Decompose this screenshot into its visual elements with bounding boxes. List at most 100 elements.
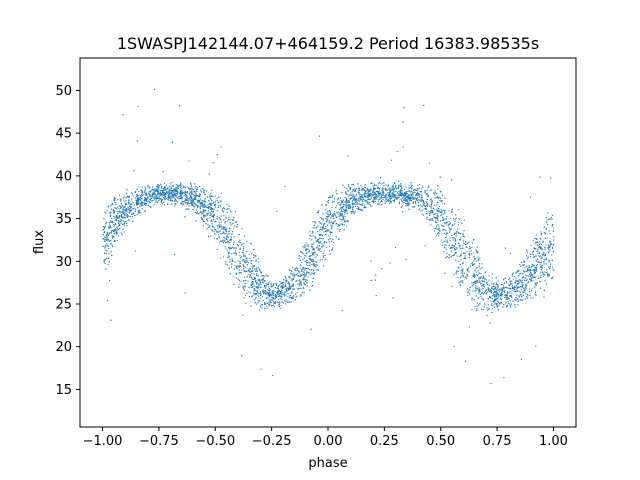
data-point (414, 192, 416, 194)
data-point (352, 196, 354, 198)
data-point (226, 264, 228, 266)
data-point (155, 196, 157, 198)
data-point (281, 298, 283, 300)
data-point (253, 249, 255, 251)
data-point (379, 198, 381, 200)
data-point (454, 253, 456, 255)
data-point (315, 266, 317, 268)
data-point (388, 192, 390, 194)
data-point (170, 195, 172, 197)
data-point (528, 265, 530, 267)
data-point (435, 221, 437, 223)
data-point (262, 275, 264, 277)
data-point (318, 221, 320, 223)
data-point (412, 195, 414, 197)
data-point (244, 285, 246, 287)
data-point (390, 188, 392, 190)
data-point (426, 204, 428, 206)
data-point (313, 254, 315, 256)
data-point (184, 292, 186, 294)
data-point (398, 185, 400, 187)
data-point (224, 228, 226, 230)
data-point (200, 191, 202, 193)
data-point (190, 195, 192, 197)
data-point (491, 295, 493, 297)
data-point (112, 220, 114, 222)
data-point (210, 235, 212, 237)
data-point (536, 250, 538, 252)
data-point (540, 231, 542, 233)
data-point (241, 269, 243, 271)
data-point (363, 194, 365, 196)
data-point (139, 212, 141, 214)
data-point (116, 217, 118, 219)
data-point (545, 258, 547, 260)
data-point (481, 308, 483, 310)
data-point (497, 300, 499, 302)
data-point (180, 182, 182, 184)
data-point (387, 199, 389, 201)
data-point (481, 297, 483, 299)
data-point (143, 203, 145, 205)
data-point (349, 207, 351, 209)
data-point (462, 268, 464, 270)
data-point (113, 240, 115, 242)
data-point (138, 212, 140, 214)
data-point (172, 185, 174, 187)
data-point (285, 301, 287, 303)
data-point (367, 188, 369, 190)
data-point (463, 276, 465, 278)
data-point (118, 222, 120, 224)
data-point (254, 255, 256, 257)
data-point (437, 197, 439, 199)
data-point (117, 213, 119, 215)
data-point (257, 302, 259, 304)
data-point (273, 298, 275, 300)
data-point (341, 192, 343, 194)
data-point (341, 310, 343, 312)
data-point (390, 201, 392, 203)
data-point (105, 244, 107, 246)
data-point (272, 292, 274, 294)
data-point (417, 190, 419, 192)
data-point (309, 231, 311, 233)
data-point (103, 260, 105, 262)
data-point (314, 272, 316, 274)
data-point (224, 222, 226, 224)
data-point (244, 270, 246, 272)
data-point (553, 269, 555, 271)
data-point (257, 279, 259, 281)
data-point (378, 186, 380, 188)
data-point (383, 192, 385, 194)
data-point (297, 288, 299, 290)
data-point (532, 287, 534, 289)
data-point (522, 284, 524, 286)
data-point (553, 227, 555, 229)
data-point (142, 194, 144, 196)
data-point (360, 199, 362, 201)
data-point (511, 285, 513, 287)
data-point (464, 252, 466, 254)
data-point (260, 281, 262, 283)
data-point (104, 211, 106, 213)
data-point (377, 194, 379, 196)
data-point (398, 196, 400, 198)
data-point (194, 197, 196, 199)
data-point (262, 282, 264, 284)
data-point (163, 198, 165, 200)
data-point (368, 193, 370, 195)
data-point (125, 204, 127, 206)
data-point (269, 294, 271, 296)
data-point (282, 286, 284, 288)
data-point (305, 248, 307, 250)
data-point (163, 192, 165, 194)
data-point (377, 186, 379, 188)
data-point (403, 202, 405, 204)
data-point (384, 196, 386, 198)
data-point (395, 190, 397, 192)
data-point (356, 205, 358, 207)
data-point (138, 198, 140, 200)
data-point (528, 275, 530, 277)
data-point (422, 201, 424, 203)
data-point (344, 210, 346, 212)
